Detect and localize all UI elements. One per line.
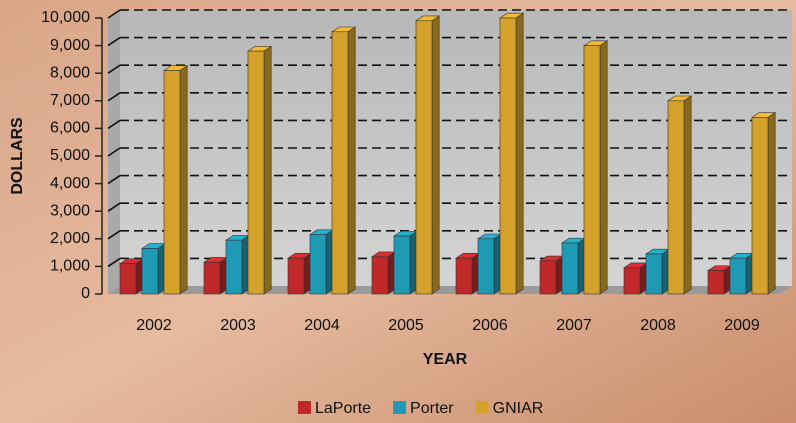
grid-line <box>107 147 121 157</box>
y-tick-label: 9,000 <box>50 37 90 54</box>
legend: LaPorte Porter GNIAR <box>298 400 543 417</box>
bar-front <box>415 20 433 295</box>
x-tick-label: 2009 <box>724 317 760 334</box>
bar-front <box>751 117 769 295</box>
legend-swatch <box>393 401 407 414</box>
legend-label: Porter <box>410 400 454 417</box>
bar-side <box>599 40 608 295</box>
bar <box>623 262 649 295</box>
legend-swatch <box>298 401 311 414</box>
bar-front <box>539 260 557 295</box>
bar <box>225 234 251 295</box>
bar-front <box>309 234 327 295</box>
bar-side <box>683 95 692 295</box>
bar <box>393 230 419 295</box>
bar-side <box>515 12 524 295</box>
y-tick-label: 3,000 <box>50 202 90 219</box>
bar-front <box>163 70 181 295</box>
y-tick-label: 2,000 <box>50 230 90 247</box>
bar-front <box>667 100 685 295</box>
y-tick-label: 1,000 <box>50 258 90 275</box>
bar-front <box>393 235 411 295</box>
y-tick-label: 10,000 <box>41 9 90 26</box>
y-axis-label: DOLLARS <box>9 117 26 195</box>
x-tick-label: 2006 <box>472 317 508 334</box>
x-tick-label: 2007 <box>556 317 592 334</box>
grid-line <box>107 230 121 240</box>
bar <box>751 111 777 295</box>
bar <box>645 248 671 295</box>
bar <box>331 26 357 295</box>
bar-side <box>431 15 440 295</box>
bar <box>729 252 755 295</box>
bar <box>203 256 229 295</box>
bar-front <box>331 31 349 295</box>
bar <box>371 251 397 295</box>
bar <box>119 258 145 295</box>
bar-front <box>141 248 159 295</box>
bar-front <box>225 239 243 295</box>
bar <box>163 65 189 295</box>
x-tick-label: 2003 <box>220 317 256 334</box>
bar <box>499 12 525 295</box>
grid-line <box>107 64 121 74</box>
bar-front <box>203 261 221 295</box>
y-tick-label: 7,000 <box>50 92 90 109</box>
y-tick-label: 4,000 <box>50 175 90 192</box>
bar-front <box>371 256 389 295</box>
bar-front <box>455 257 473 295</box>
grid-line <box>107 119 121 130</box>
bar <box>455 252 481 295</box>
bar-side <box>263 45 272 295</box>
bar-front <box>561 242 579 295</box>
grid-line <box>107 92 121 102</box>
bar-side <box>179 65 188 295</box>
bar <box>477 233 503 295</box>
bar <box>583 40 609 295</box>
bar <box>539 255 565 295</box>
bar-front <box>477 238 495 295</box>
bar <box>247 45 273 295</box>
bar-front <box>287 257 305 295</box>
grid-line <box>107 202 121 212</box>
grid-line <box>107 257 121 268</box>
x-axis-label: YEAR <box>423 351 468 368</box>
y-tick-label: 5,000 <box>50 147 90 164</box>
bar <box>141 243 167 295</box>
bar-front <box>247 50 265 295</box>
y-tick-label: 8,000 <box>50 64 90 81</box>
legend-label: LaPorte <box>315 400 371 417</box>
bar <box>287 252 313 295</box>
grid-line <box>107 174 121 185</box>
x-tick-label: 2002 <box>136 317 172 334</box>
floor <box>108 286 792 294</box>
bar-front <box>707 270 725 295</box>
y-tick-label: 0 <box>81 285 90 302</box>
bar-front <box>499 17 517 295</box>
bar-front <box>645 253 663 295</box>
bar-side <box>767 111 776 295</box>
bar-front <box>623 267 641 295</box>
bar-front <box>729 257 747 295</box>
grid-line <box>107 36 121 47</box>
bar <box>561 237 587 295</box>
y-tick-label: 6,000 <box>50 120 90 137</box>
bar <box>415 15 441 295</box>
bar-front <box>583 45 601 295</box>
bar-front <box>119 263 137 295</box>
bar <box>667 95 693 295</box>
grid-line <box>107 9 121 19</box>
bar <box>309 229 335 295</box>
x-tick-label: 2005 <box>388 317 424 334</box>
x-tick-label: 2004 <box>304 317 340 334</box>
legend-label: GNIAR <box>493 400 544 417</box>
bar <box>707 265 733 295</box>
x-tick-label: 2008 <box>640 317 676 334</box>
legend-swatch <box>475 401 489 414</box>
bar-side <box>347 26 356 295</box>
